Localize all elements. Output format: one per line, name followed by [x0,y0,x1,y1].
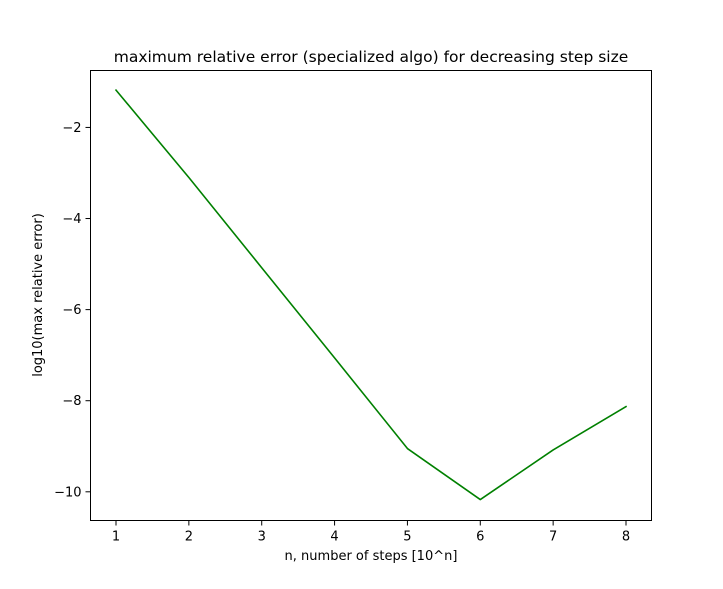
y-tick-label: −6 [62,303,81,318]
x-tick-label: 1 [112,530,120,545]
x-tick-label: 5 [403,530,411,545]
x-tick-label: 2 [185,530,193,545]
y-tick-label: −8 [62,394,81,409]
x-tick-label: 4 [330,530,338,545]
plot-frame [90,70,652,521]
series-layer [114,88,628,501]
y-tick-label: −2 [62,121,81,136]
y-axis-label: log10(max relative error) [31,213,46,377]
x-tick-label: 8 [622,530,630,545]
x-tick-label: 7 [549,530,557,545]
x-axis-label: n, number of steps [10^n] [285,549,458,564]
chart-title: maximum relative error (specialized algo… [114,48,629,66]
ticks-layer: 1 2 3 4 5 6 7 8 −2 −4 −6 −8 −10 [54,121,630,545]
x-tick-label: 3 [258,530,266,545]
y-tick-label: −10 [54,485,81,500]
x-tick-label: 6 [476,530,484,545]
series-line [114,88,628,501]
y-tick-label: −4 [62,212,81,227]
